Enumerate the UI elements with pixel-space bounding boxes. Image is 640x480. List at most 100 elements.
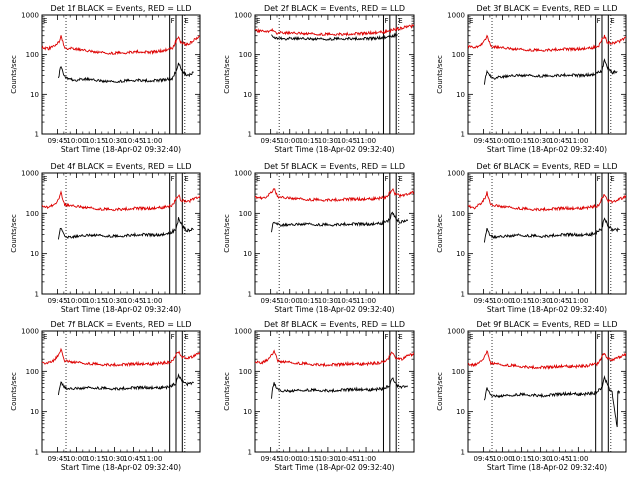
flag-interval-box [595,14,603,135]
x-axis-label: Start Time (18-Apr-02 09:32:40) [487,305,607,314]
x-tick-label: 10:15 [511,297,531,305]
y-tick-label: 1 [461,291,465,299]
flag-interval-box [595,330,603,453]
x-tick-label: 10:00 [492,455,512,463]
x-tick-label: 11:00 [568,137,588,145]
x-tick-label: 09:45 [261,297,281,305]
y-tick-label: 10 [243,250,252,258]
panel-title: Det 2f BLACK = Events, RED = LLD [264,4,405,13]
lld-series-line [468,191,626,212]
y-tick-label: 10 [243,91,252,99]
y-tick-label: 1000 [447,328,465,336]
y-tick-label: 1000 [234,328,252,336]
panel-det-6f: Det 6f BLACK = Events, RED = LLD 1 10 100 10… [436,162,627,314]
marker-label: F [171,175,175,183]
x-tick-label: 10:00 [280,297,300,305]
marker-label: E [256,17,260,25]
y-tick-label: 10 [456,408,465,416]
y-tick-label: 1000 [21,12,39,20]
x-tick-label: 10:45 [123,455,143,463]
y-axis-label: Counts/sec [223,55,231,94]
marker-label: F [171,17,175,25]
y-tick-label: 1 [35,131,39,139]
lld-series-line [255,23,414,37]
x-tick-label: 10:45 [549,297,569,305]
y-tick-label: 100 [26,51,39,59]
y-tick-label: 100 [452,51,465,59]
x-tick-label: 10:45 [123,297,143,305]
x-tick-label: 10:15 [85,137,105,145]
y-axis-label: Counts/sec [436,214,444,253]
x-axis-label: Start Time (18-Apr-02 09:32:40) [274,463,394,472]
y-axis-label: Counts/sec [10,372,18,411]
panel-det-1f: Det 1f BLACK = Events, RED = LLD 1 10 100 10… [10,4,201,154]
x-tick-label: 11:00 [142,137,162,145]
y-tick-label: 1000 [21,328,39,336]
panel-title: Det 5f BLACK = Events, RED = LLD [264,162,405,171]
x-tick-label: 10:45 [337,455,357,463]
x-tick-label: 09:45 [261,455,281,463]
panel-det-8f: Det 8f BLACK = Events, RED = LLD 1 10 100 10… [223,320,415,472]
panel-det-5f: Det 5f BLACK = Events, RED = LLD 1 10 100 10… [223,162,415,314]
lld-series-line [468,34,626,53]
lld-series-line [42,35,200,55]
x-tick-label: 10:00 [66,297,86,305]
x-axis-label: Start Time (18-Apr-02 09:32:40) [487,463,607,472]
x-tick-label: 09:45 [473,297,493,305]
y-tick-label: 10 [243,408,252,416]
events-series-line [271,211,409,233]
marker-label: E [398,17,402,25]
marker-label: F [597,17,601,25]
marker-label: E [43,333,47,341]
y-tick-label: 100 [239,368,252,376]
marker-label: E [43,17,47,25]
x-tick-label: 10:30 [318,455,338,463]
marker-label: F [384,333,388,341]
lld-series-line [255,188,414,203]
x-tick-label: 10:15 [85,455,105,463]
marker-label: E [184,333,188,341]
panel-det-4f: Det 4f BLACK = Events, RED = LLD 1 10 100 10… [10,162,201,314]
events-series-line [271,32,398,42]
x-tick-label: 11:00 [568,455,588,463]
x-tick-label: 10:15 [511,455,531,463]
x-tick-label: 09:45 [261,137,281,145]
marker-label: F [384,175,388,183]
panel-det-9f: Det 9f BLACK = Events, RED = LLD 1 10 100 10… [436,320,627,472]
events-series-line [271,377,408,399]
panel-det-2f: Det 2f BLACK = Events, RED = LLD 1 10 100 10… [223,4,415,154]
x-tick-label: 10:30 [530,137,550,145]
flag-interval-box [382,172,391,295]
x-tick-label: 11:00 [356,455,376,463]
y-tick-label: 10 [456,91,465,99]
x-tick-label: 10:45 [123,137,143,145]
marker-label: F [171,333,175,341]
marker-label: E [256,333,260,341]
events-series-line [483,217,620,243]
x-tick-label: 10:45 [337,137,357,145]
y-axis-label: Counts/sec [10,55,18,94]
y-axis-label: Counts/sec [436,55,444,94]
flag-interval-box [382,330,391,453]
x-tick-label: 10:30 [530,297,550,305]
x-axis-label: Start Time (18-Apr-02 09:32:40) [487,145,607,154]
x-tick-label: 10:00 [66,137,86,145]
x-tick-label: 10:15 [511,137,531,145]
x-tick-label: 10:45 [549,137,569,145]
x-tick-label: 09:45 [473,455,493,463]
x-tick-label: 10:00 [492,297,512,305]
marker-label: E [469,17,473,25]
x-axis-label: Start Time (18-Apr-02 09:32:40) [61,463,181,472]
x-axis-label: Start Time (18-Apr-02 09:32:40) [274,305,394,314]
x-tick-label: 10:30 [104,137,124,145]
marker-label: E [469,175,473,183]
lld-series-line [42,347,200,368]
marker-label: E [184,175,188,183]
marker-label: E [469,333,473,341]
marker-label: E [43,175,47,183]
x-tick-label: 10:15 [299,137,319,145]
y-tick-label: 1000 [234,170,252,178]
y-tick-label: 100 [26,210,39,218]
marker-label: F [597,333,601,341]
x-tick-label: 11:00 [356,297,376,305]
